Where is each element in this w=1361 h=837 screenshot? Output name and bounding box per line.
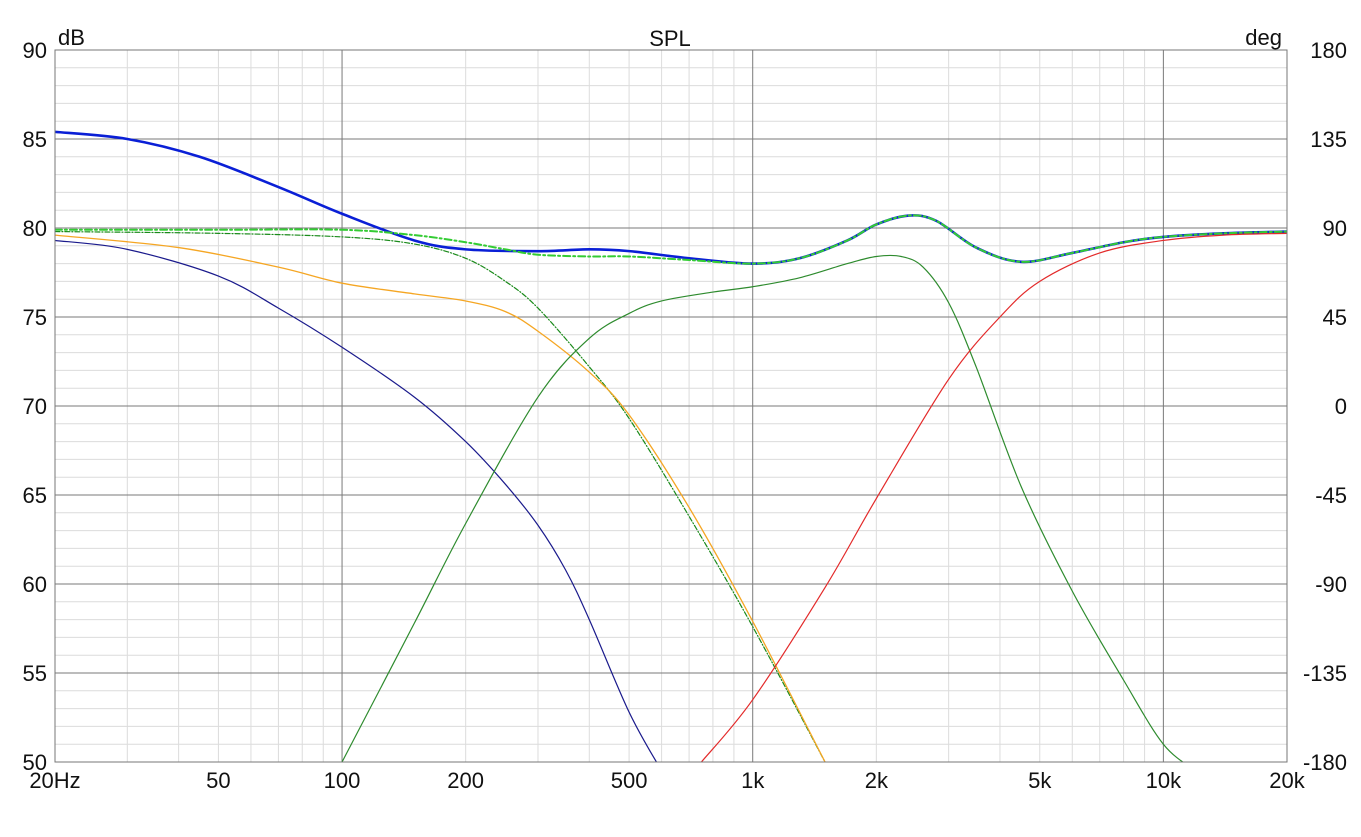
y2-tick-label: -45 [1315,483,1347,508]
y2-tick-label: -180 [1303,750,1347,775]
y-tick-label: 80 [23,216,47,241]
y2-axis-unit-label: deg [1245,25,1282,50]
plot-frame [54,49,1288,763]
y2-tick-label: 135 [1310,127,1347,152]
series-line-1 [55,130,1287,265]
chart-title: SPL [649,26,691,51]
series-line-3 [55,230,826,762]
y-tick-label: 60 [23,572,47,597]
y-tick-label: 50 [23,750,47,775]
series-line-5 [55,239,658,762]
x-tick-label: 1k [741,768,765,793]
y-tick-label: 70 [23,394,47,419]
y-tick-label: 90 [23,38,47,63]
x-tick-label: 10k [1146,768,1182,793]
y-tick-label: 75 [23,305,47,330]
series-line-7 [700,232,1287,762]
x-tick-label: 5k [1028,768,1052,793]
y-tick-labels: 90 85 80 75 70 65 60 55 50 [23,38,47,775]
x-tick-label: 20Hz [29,768,80,793]
y-axis-unit-label: dB [58,25,85,50]
y2-tick-label: 90 [1323,216,1347,241]
series-line-2 [55,214,1287,265]
series-line-4 [55,234,826,762]
y-tick-label: 85 [23,127,47,152]
y2-tick-label: 180 [1310,38,1347,63]
y2-tick-label: -135 [1303,661,1347,686]
y2-tick-labels: 180 135 90 45 0 -45 -90 -135 -180 [1303,38,1347,775]
y-tick-label: 55 [23,661,47,686]
x-tick-label: 200 [447,768,484,793]
x-tick-labels: 20Hz 50 100 200 500 1k 2k 5k 10k 20k [29,768,1305,793]
x-tick-label: 100 [324,768,361,793]
y2-tick-label: 45 [1323,305,1347,330]
x-tick-label: 20k [1269,768,1305,793]
major-gridlines [55,50,1287,762]
x-tick-label: 2k [865,768,889,793]
y2-tick-label: -90 [1315,572,1347,597]
x-tick-label: 50 [206,768,230,793]
y-tick-label: 65 [23,483,47,508]
y2-tick-label: 0 [1335,394,1347,419]
x-tick-label: 500 [611,768,648,793]
series-line-6 [341,254,1184,762]
series-layer [55,130,1287,762]
